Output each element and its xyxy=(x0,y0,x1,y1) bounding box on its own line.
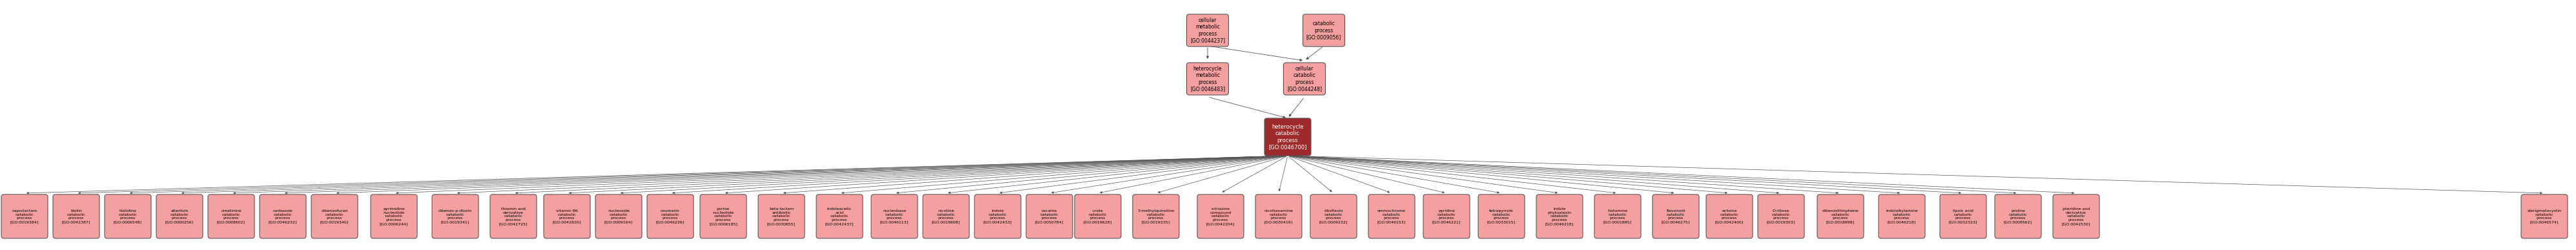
FancyBboxPatch shape xyxy=(1425,194,1471,238)
FancyBboxPatch shape xyxy=(701,194,747,238)
Text: nicotine
catabolic
process
[GO:0019608]: nicotine catabolic process [GO:0019608] xyxy=(933,209,961,224)
FancyBboxPatch shape xyxy=(1654,194,1700,238)
Text: caprolactam
catabolic
process
[GO:0019384]: caprolactam catabolic process [GO:001938… xyxy=(10,209,39,224)
Text: nicotianamine
catabolic
process
[GO:0030419]: nicotianamine catabolic process [GO:0030… xyxy=(1265,209,1293,224)
Text: catabolic
process
[GO:0009056]: catabolic process [GO:0009056] xyxy=(1306,21,1342,40)
FancyBboxPatch shape xyxy=(1595,194,1641,238)
Text: 3-methylquinoline
catabolic
process
[GO:0019335]: 3-methylquinoline catabolic process [GO:… xyxy=(1139,209,1175,224)
Text: sterigmatocystin
catabolic
process
[GO:0046574]: sterigmatocystin catabolic process [GO:0… xyxy=(2527,209,2561,224)
Text: flavonoid
catabolic
process
[GO:0046275]: flavonoid catabolic process [GO:0046275] xyxy=(1662,209,1690,224)
FancyBboxPatch shape xyxy=(312,194,358,238)
Text: indole
catabolic
process
[GO:0042433]: indole catabolic process [GO:0042433] xyxy=(984,209,1012,224)
Text: heterocycle
catabolic
process
[GO:0046700]: heterocycle catabolic process [GO:004670… xyxy=(1267,124,1306,150)
Text: allantoin
catabolic
process
[GO:0000256]: allantoin catabolic process [GO:0000256] xyxy=(165,209,193,224)
FancyBboxPatch shape xyxy=(1283,63,1327,95)
FancyBboxPatch shape xyxy=(1198,194,1244,238)
Text: ectoine
catabolic
process
[GO:0042400]: ectoine catabolic process [GO:0042400] xyxy=(1716,209,1744,224)
FancyBboxPatch shape xyxy=(157,194,204,238)
FancyBboxPatch shape xyxy=(1368,194,1414,238)
Text: cellular
metabolic
process
[GO:0044237]: cellular metabolic process [GO:0044237] xyxy=(1190,18,1226,43)
FancyBboxPatch shape xyxy=(595,194,641,238)
FancyBboxPatch shape xyxy=(433,194,479,238)
FancyBboxPatch shape xyxy=(54,194,100,238)
Text: nucleobase
catabolic
process
[GO:0046113]: nucleobase catabolic process [GO:0046113… xyxy=(881,209,909,224)
Text: indole
phytoalexin
catabolic
process
[GO:0046218]: indole phytoalexin catabolic process [GO… xyxy=(1546,207,1574,226)
FancyBboxPatch shape xyxy=(2522,194,2568,238)
FancyBboxPatch shape xyxy=(1994,194,2040,238)
FancyBboxPatch shape xyxy=(1311,194,1358,238)
FancyBboxPatch shape xyxy=(1188,14,1229,46)
Text: cellular
catabolic
process
[GO:0044248]: cellular catabolic process [GO:0044248] xyxy=(1288,66,1321,92)
Text: coumarin
catabolic
process
[GO:0046226]: coumarin catabolic process [GO:0046226] xyxy=(657,209,685,224)
Text: purine
nucleotide
catabolic
process
[GO:0006185]: purine nucleotide catabolic process [GO:… xyxy=(708,207,737,226)
Text: proline
catabolic
process
[GO:0008562]: proline catabolic process [GO:0008562] xyxy=(2004,209,2032,224)
FancyBboxPatch shape xyxy=(1255,194,1301,238)
Text: thiamin and
derivative
catabolic
process
[GO:0042725]: thiamin and derivative catabolic process… xyxy=(500,207,528,226)
FancyBboxPatch shape xyxy=(106,194,152,238)
Text: pyridine
catabolic
process
[GO:0046221]: pyridine catabolic process [GO:0046221] xyxy=(1432,209,1461,224)
Text: riboflavin
catabolic
process
[GO:0009232]: riboflavin catabolic process [GO:0009232… xyxy=(1319,209,1347,224)
FancyBboxPatch shape xyxy=(1133,194,1180,238)
Text: cocaine
catabolic
process
[GO:0050784]: cocaine catabolic process [GO:0050784] xyxy=(1036,209,1064,224)
Text: dibenzo-p-dioxin
catabolic
process
[GO:0019341]: dibenzo-p-dioxin catabolic process [GO:0… xyxy=(438,209,471,224)
FancyBboxPatch shape xyxy=(1940,194,1986,238)
FancyBboxPatch shape xyxy=(871,194,917,238)
Text: tetrapyrrole
catabolic
process
[GO:0033015]: tetrapyrrole catabolic process [GO:00330… xyxy=(1486,209,1515,224)
Text: pteridine and
derivative
catabolic
process
[GO:0042530]: pteridine and derivative catabolic proce… xyxy=(2061,207,2092,226)
Text: dibenzothiophene
catabolic
process
[GO:0018898]: dibenzothiophene catabolic process [GO:0… xyxy=(1821,209,1860,224)
FancyBboxPatch shape xyxy=(1705,194,1752,238)
FancyBboxPatch shape xyxy=(544,194,590,238)
Text: histamine
catabolic
process
[GO:0001895]: histamine catabolic process [GO:0001895] xyxy=(1602,209,1631,224)
FancyBboxPatch shape xyxy=(1757,194,1803,238)
Text: pyrimidine
nucleotide
catabolic
process
[GO:0006244]: pyrimidine nucleotide catabolic process … xyxy=(379,207,407,226)
Text: lipoic acid
catabolic
process
[GO:0032323]: lipoic acid catabolic process [GO:003232… xyxy=(1950,209,1978,224)
FancyBboxPatch shape xyxy=(922,194,969,238)
FancyBboxPatch shape xyxy=(1303,14,1345,46)
FancyBboxPatch shape xyxy=(1816,194,1862,238)
FancyBboxPatch shape xyxy=(1535,194,1582,238)
FancyBboxPatch shape xyxy=(209,194,255,238)
FancyBboxPatch shape xyxy=(757,194,804,238)
FancyBboxPatch shape xyxy=(260,194,307,238)
Text: creatinine
catabolic
process
[GO:0008602]: creatinine catabolic process [GO:0008602… xyxy=(216,209,245,224)
FancyBboxPatch shape xyxy=(974,194,1020,238)
FancyBboxPatch shape xyxy=(817,194,863,238)
Text: dibenzofuran
catabolic
process
[GO:0019340]: dibenzofuran catabolic process [GO:00193… xyxy=(319,209,348,224)
Text: beta-lactam
antibiotic
catabolic
process
[GO:0030655]: beta-lactam antibiotic catabolic process… xyxy=(768,207,796,226)
FancyBboxPatch shape xyxy=(1878,194,1924,238)
FancyBboxPatch shape xyxy=(3,194,49,238)
FancyBboxPatch shape xyxy=(2053,194,2099,238)
FancyBboxPatch shape xyxy=(1265,118,1311,156)
Text: ommochrome
catabolic
process
[GO:0046153]: ommochrome catabolic process [GO:0046153… xyxy=(1378,209,1406,224)
FancyBboxPatch shape xyxy=(647,194,693,238)
Text: D-ribose
catabolic
process
[GO:0019303]: D-ribose catabolic process [GO:0019303] xyxy=(1767,209,1795,224)
FancyBboxPatch shape xyxy=(1025,194,1072,238)
FancyBboxPatch shape xyxy=(1188,63,1229,95)
Text: nucleoside
catabolic
process
[GO:0009164]: nucleoside catabolic process [GO:0009164… xyxy=(605,209,634,224)
Text: biotin
catabolic
process
[GO:0042387]: biotin catabolic process [GO:0042387] xyxy=(62,209,90,224)
FancyBboxPatch shape xyxy=(489,194,536,238)
Text: indoleacetic
acid
catabolic
process
[GO:0042437]: indoleacetic acid catabolic process [GO:… xyxy=(824,207,853,226)
FancyBboxPatch shape xyxy=(1074,194,1121,238)
FancyBboxPatch shape xyxy=(371,194,417,238)
Text: histidine
catabolic
process
[GO:0006548]: histidine catabolic process [GO:0006548] xyxy=(113,209,142,224)
FancyBboxPatch shape xyxy=(1479,194,1525,238)
Text: carbazole
catabolic
process
[GO:0046232]: carbazole catabolic process [GO:0046232] xyxy=(268,209,296,224)
Text: urate
catabolic
process
[GO:0019628]: urate catabolic process [GO:0019628] xyxy=(1084,209,1113,224)
Text: indolalkylamine
catabolic
process
[GO:0046218]: indolalkylamine catabolic process [GO:00… xyxy=(1886,209,1919,224)
Text: heterocycle
metabolic
process
[GO:0046483]: heterocycle metabolic process [GO:004648… xyxy=(1190,66,1226,92)
Text: s-triazine
compound
catabolic
process
[GO:0042204]: s-triazine compound catabolic process [G… xyxy=(1206,207,1234,226)
Text: vitamin B6
catabolic
process
[GO:0042820]: vitamin B6 catabolic process [GO:0042820… xyxy=(554,209,582,224)
